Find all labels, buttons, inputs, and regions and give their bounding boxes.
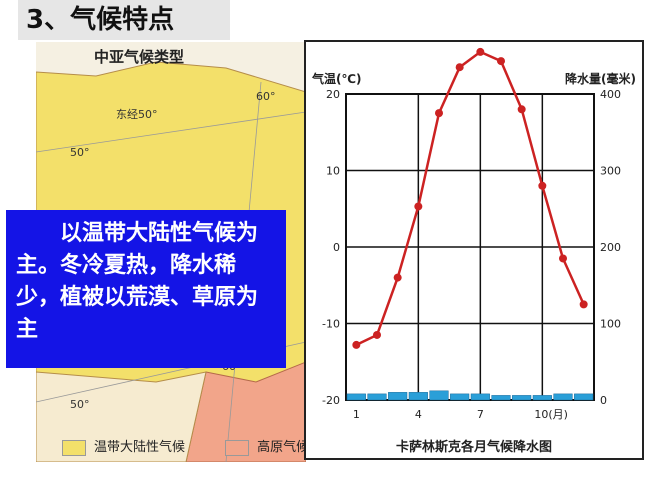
month-tick-label: 10(月) [534,408,568,421]
precipitation-bar [346,393,366,401]
precipitation-axis-label: 降水量(毫米) [565,72,636,86]
temperature-axis-label: 气温(℃) [312,72,362,86]
temperature-point [538,181,547,190]
precipitation-bar [429,390,449,401]
temperature-point [352,340,361,349]
legend-label-highland: 高原气候 [257,440,310,455]
month-tick-label: 4 [415,408,422,421]
graticule-line [36,111,306,153]
precipitation-bar [470,393,490,401]
temperature-tick-label: 0 [333,241,340,254]
precipitation-bar [367,393,387,401]
map-title: 中亚气候类型 [94,48,185,66]
precipitation-bar [532,395,552,401]
precipitation-bar [388,392,408,401]
precipitation-tick-label: 300 [600,165,621,178]
temperature-line [355,50,585,347]
temperature-point [373,330,381,339]
legend-label-temperate: 温带大陆性气候 [94,440,186,455]
map-label-lon-60: 60° [256,90,276,103]
precipitation-tick-label: 0 [600,394,607,407]
temperature-point [393,273,402,282]
temperature-point [435,109,443,118]
precipitation-bar [512,395,532,401]
legend-swatch-highland [225,439,250,456]
temperature-tick-label: 10 [326,165,340,178]
temperature-point [414,202,423,211]
temperature-point [497,57,505,66]
precipitation-bar [450,393,470,401]
precipitation-bar [574,393,594,401]
temperature-tick-label: -20 [322,394,340,407]
precipitation-bar [408,392,428,401]
temperature-tick-label: -10 [322,318,340,331]
precipitation-tick-label: 100 [600,318,621,331]
summary-callout: 以温带大陆性气候为主。冬冷夏热，降水稀少，植被以荒漠、草原为主 [6,210,286,368]
legend-item-highland: 高原气候 [225,439,310,456]
precipitation-bar [491,395,511,401]
climate-chart: 气温(℃) 降水量(毫米) 20 10 0 -10 -20 400 300 200 100 0 1 4… [304,40,644,460]
map-legend: 温带大陆性气候 高原气候 [62,436,309,456]
precipitation-tick-label: 400 [600,88,621,101]
month-tick-label: 1 [353,408,360,421]
legend-item-temperate: 温带大陆性气候 [62,439,189,456]
temperature-point [517,105,526,114]
map-label-lat-50-bottom: 50° [70,398,90,411]
temperature-point [579,300,588,309]
temperature-point [559,254,567,263]
legend-swatch-temperate [62,439,86,456]
map-label-lon-50: 东经50° [116,108,158,121]
precipitation-bar [553,393,573,401]
temperature-point [455,63,464,72]
temperature-tick-label: 20 [326,88,340,101]
temperature-point [476,47,485,56]
precipitation-tick-label: 200 [600,241,621,254]
chart-title: 卡萨林斯克各月气候降水图 [395,440,552,455]
month-tick-label: 7 [477,408,484,421]
map-label-lat-50: 50° [70,146,90,159]
slide-title: 3、气候特点 [18,0,230,40]
